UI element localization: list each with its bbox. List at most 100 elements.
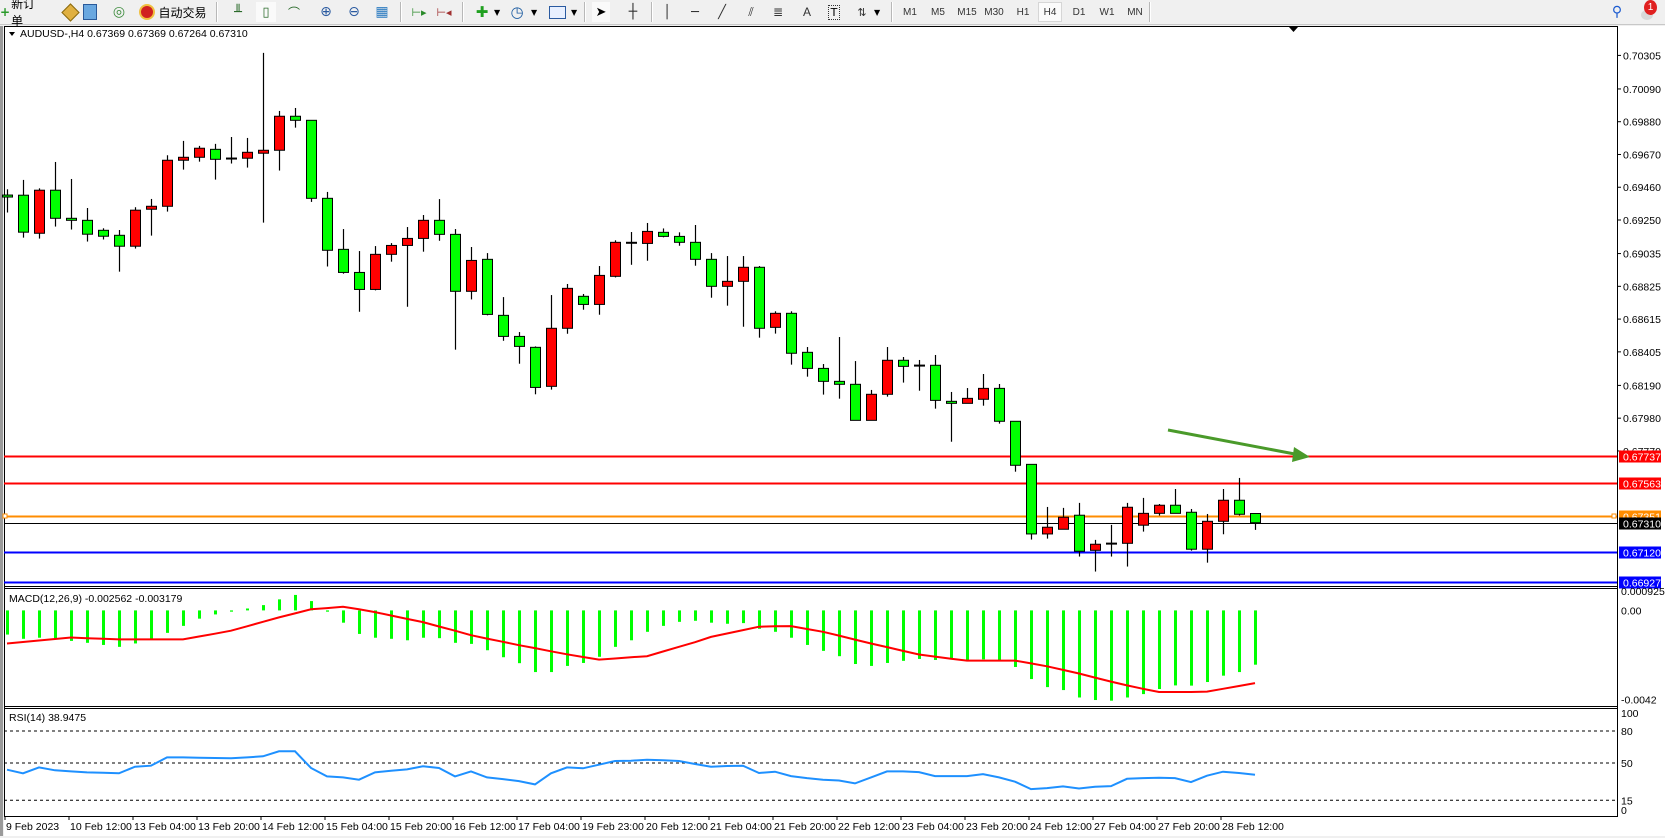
- candle-body: [946, 400, 957, 404]
- macd-histogram-bar: [1078, 610, 1081, 698]
- rsi-header: RSI(14) 38.9475: [9, 712, 86, 724]
- candle-body: [834, 380, 845, 385]
- new-order-button[interactable]: + 新订单: [0, 0, 46, 28]
- gold-diamond-icon: [60, 2, 80, 22]
- candle-body: [418, 219, 429, 239]
- chevron-down-icon[interactable]: ▼: [494, 8, 501, 17]
- time-label: 17 Feb 04:00: [518, 821, 580, 833]
- time-axis[interactable]: 9 Feb 2023 10 Feb 12:00 13 Feb 04:00 13 Feb…: [4, 816, 1284, 833]
- timeframe-mn[interactable]: MN: [1127, 6, 1143, 18]
- price-line-label-box: [1619, 576, 1661, 589]
- cursor-arrow-icon: ➤: [595, 4, 607, 20]
- chevron-down-icon[interactable]: ▼: [531, 8, 538, 17]
- auto-trading-button[interactable]: 自动交易: [133, 2, 213, 22]
- auto-scroll-icon: ⊢▸: [411, 5, 427, 19]
- macd-histogram-bar: [118, 610, 121, 647]
- rsi-axis-label: 0: [1621, 805, 1627, 817]
- timeframe-w1[interactable]: W1: [1099, 6, 1115, 18]
- macd-histogram-bar: [1046, 610, 1049, 688]
- chevron-down-icon[interactable]: ▼: [571, 8, 578, 17]
- candle-body: [562, 287, 573, 329]
- price-line-label: 0.67310: [1623, 519, 1661, 531]
- timeframe-d1[interactable]: D1: [1072, 6, 1086, 18]
- macd-histogram-bar: [806, 610, 809, 645]
- chart-shift-button[interactable]: ⊢◂: [434, 2, 454, 22]
- chevron-down-icon[interactable]: ▼: [874, 8, 881, 17]
- macd-histogram-bar: [310, 601, 313, 611]
- arrows-tool-button[interactable]: ⇅: [853, 2, 871, 22]
- time-label: 27 Feb 04:00: [1094, 821, 1156, 833]
- zoom-in-button[interactable]: ⊕: [316, 2, 336, 22]
- macd-histogram-bar: [166, 610, 169, 633]
- text-tool-button[interactable]: A: [798, 2, 816, 22]
- macd-histogram-bar: [1254, 610, 1257, 665]
- data-window-button[interactable]: [80, 2, 100, 22]
- candle: [210, 143, 221, 180]
- arrow-shaft[interactable]: [1167, 428, 1301, 457]
- cursor-tool-button[interactable]: ➤: [592, 2, 610, 22]
- price-line-label-box: [1619, 477, 1661, 490]
- macd-signal-line: [6, 605, 1256, 693]
- search-button[interactable]: ⚲: [1608, 2, 1626, 22]
- notifications-button[interactable]: 1: [1634, 0, 1660, 22]
- candle: [946, 391, 957, 442]
- timeframe-m30[interactable]: M30: [984, 6, 1004, 18]
- zoom-out-button[interactable]: ⊖: [344, 2, 364, 22]
- line-chart-button[interactable]: ⌒: [284, 2, 304, 22]
- macd-histogram-bar: [326, 610, 329, 612]
- candlestick-icon: ▯: [262, 4, 270, 20]
- candle: [674, 232, 685, 246]
- candle-body: [1250, 513, 1261, 524]
- horizontal-line-labels: 0.677370.675630.673510.673100.671200.669…: [1619, 450, 1661, 590]
- price-label: 0.68405: [1623, 347, 1661, 359]
- candle: [802, 347, 813, 377]
- navigator-button[interactable]: ◎: [109, 2, 129, 22]
- bar-chart-button[interactable]: ╨: [228, 2, 248, 22]
- macd-histogram-bar: [1238, 610, 1241, 673]
- indicators-button[interactable]: ✚: [472, 2, 492, 22]
- crosshair-tool-button[interactable]: ┼: [624, 2, 642, 22]
- candle-body: [162, 159, 173, 207]
- timeframe-m1[interactable]: M1: [903, 6, 917, 18]
- macd-histogram-bar: [342, 610, 345, 623]
- tile-windows-button[interactable]: ▦: [372, 2, 392, 22]
- auto-scroll-button[interactable]: ⊢▸: [409, 2, 429, 22]
- trendline-tool-button[interactable]: ╱: [713, 2, 731, 22]
- macd-histogram-bar: [566, 610, 569, 666]
- horizontal-line-tool-button[interactable]: ─: [686, 2, 704, 22]
- equidistant-channel-tool-button[interactable]: ⫽: [742, 2, 760, 22]
- price-line-label: 0.67120: [1623, 548, 1661, 560]
- text-label-tool-button[interactable]: T: [825, 2, 843, 22]
- rsi-pane: 100 80 50 150: [4, 708, 1639, 817]
- macd-histogram-bar: [774, 610, 777, 632]
- timeframe-h1[interactable]: H1: [1016, 6, 1030, 18]
- horizontal-lines[interactable]: [2, 455, 1617, 584]
- candlestick-chart-button[interactable]: ▯: [256, 2, 276, 22]
- candle-body: [754, 266, 765, 329]
- candle-body: [610, 241, 621, 277]
- market-watch-button[interactable]: [60, 2, 80, 22]
- candle: [978, 374, 989, 406]
- chart-shift-marker-icon[interactable]: [1289, 27, 1298, 32]
- fibonacci-tool-button[interactable]: ≣: [769, 2, 787, 22]
- candle-body: [1090, 543, 1101, 551]
- price-axis[interactable]: 0.70305 0.70090 0.69880 0.69670 0.69460 0.692…: [1617, 50, 1661, 458]
- templates-button[interactable]: [547, 2, 567, 22]
- periods-button[interactable]: ◷: [507, 2, 527, 22]
- timeframe-h4[interactable]: H4: [1038, 2, 1062, 22]
- candle-body: [594, 274, 605, 305]
- vertical-line-tool-button[interactable]: │: [658, 2, 676, 22]
- candle: [594, 266, 605, 315]
- candle: [738, 256, 749, 327]
- timeframe-m5[interactable]: M5: [931, 6, 945, 18]
- collapse-triangle-icon[interactable]: [9, 32, 15, 36]
- timeframe-m15[interactable]: M15: [957, 6, 977, 18]
- macd-histogram-bar: [598, 610, 601, 657]
- macd-histogram-bar: [1142, 610, 1145, 695]
- candle-body: [978, 387, 989, 400]
- macd-histogram-bar: [998, 610, 1001, 661]
- candle-body: [1042, 526, 1053, 535]
- green-arrow-object[interactable]: [1167, 428, 1310, 462]
- candle-body: [402, 237, 413, 246]
